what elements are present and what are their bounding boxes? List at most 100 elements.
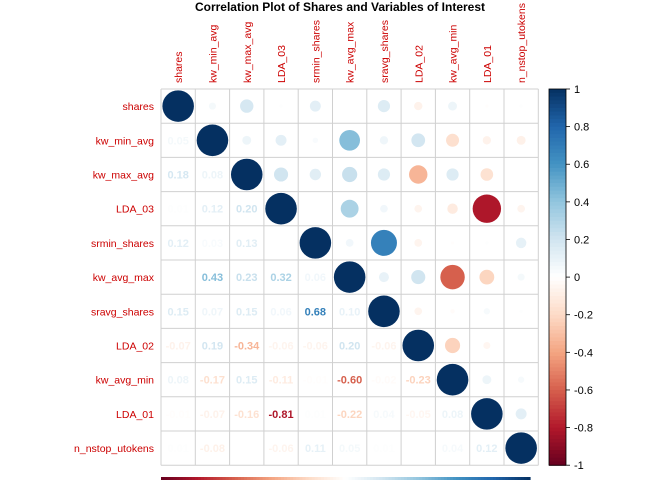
colorbar-segment [549,183,566,188]
bottom-strip-segment [376,477,380,480]
corr-circle [333,261,366,293]
column-label: LDA_02 [413,45,425,83]
bottom-strip-segment [293,477,297,480]
corr-circle [483,341,491,350]
corr-circle [480,168,494,181]
corr-circle [519,104,523,108]
bottom-strip-segment [514,477,519,480]
colorbar-segment [549,145,566,150]
corr-circle [279,104,283,108]
corr-circle [450,309,455,314]
bottom-strip-segment [348,477,353,480]
bottom-strip-segment [410,477,414,480]
bottom-strip-segment [379,477,383,480]
column-label: LDA_01 [482,45,494,83]
colorbar-segment [549,265,566,271]
colorbar-segment [549,356,566,361]
colorbar-segment [549,89,566,94]
colorbar-segment [549,288,566,293]
bottom-strip-segment [204,477,208,480]
bottom-strip-segment [363,477,368,480]
corr-value: -0.11 [269,375,293,387]
corr-value: -0.07 [166,341,191,353]
corr-circle [505,432,537,464]
column-label: kw_avg_max [345,21,357,83]
bottom-strip-segment [164,477,168,480]
corr-circle [482,375,492,385]
bottom-strip-segment [443,477,448,480]
bottom-strip-segment [440,477,445,480]
colorbar-segment [549,352,566,357]
colorbar-segment [549,269,566,274]
corr-circle [378,272,389,283]
bottom-strip-segment [222,477,227,480]
bottom-strip-segment [290,477,294,480]
colorbar-segment [549,397,566,402]
bottom-strip-segment [394,477,399,480]
bottom-strip-segment [311,477,316,480]
colorbar-segment [549,250,566,256]
colorbar-segment [549,134,566,139]
column-label: LDA_03 [276,45,288,83]
bottom-strip-segment [477,477,482,480]
corr-circle [409,165,428,184]
colorbar-segment [549,405,566,410]
corr-circle [515,237,527,249]
bottom-strip-segment [462,477,467,480]
corr-value: 0.01 [167,204,188,216]
colorbar-segment [549,314,566,320]
colorbar-segment [549,168,566,173]
bottom-strip-segment [200,477,205,480]
bottom-strip-segment [483,477,488,480]
corr-value: 0.15 [236,306,257,318]
colorbar-tick-label: -0.2 [574,310,593,322]
row-label: LDA_01 [116,409,154,421]
bottom-strip-segment [523,477,528,480]
colorbar-segment [549,141,566,147]
bottom-strip-segment [419,477,423,480]
colorbar-segment [549,378,566,384]
corr-circle [485,241,489,245]
corr-value: -0.08 [200,443,225,455]
bottom-strip-segment [179,477,184,480]
colorbar-tick-label: -0.8 [574,423,593,435]
bottom-strip-segment [296,477,300,480]
bottom-strip-segment [517,477,522,480]
bottom-strip-segment [434,477,439,480]
bottom-strip-segment [213,477,217,480]
bottom-strip-segment [446,477,451,480]
corr-circle [414,307,423,316]
colorbar-segment [549,427,566,432]
corr-value: 0.08 [202,170,223,182]
row-label: LDA_03 [116,204,154,216]
corr-value: 0.23 [236,272,257,284]
corr-value: 0.68 [305,306,326,318]
bottom-strip-segment [262,477,267,480]
bottom-strip-segment [314,477,319,480]
colorbar-segment [549,107,566,113]
colorbar-segment [549,277,566,282]
bottom-strip-segment [231,477,236,480]
corr-value: 0.08 [167,375,188,387]
corr-circle [411,133,426,148]
corr-value: 0.01 [167,443,188,455]
bottom-strip-segment [259,477,264,480]
bottom-strip-segment [526,477,531,480]
bottom-strip-segment [228,477,233,480]
column-labels: shares kw_min_avg kw_max_avg LDA_03 srmin_sh… [173,3,528,83]
colorbar-segment [549,228,566,233]
corr-value: 0.01 [373,443,394,455]
bottom-strip-segment [191,477,196,480]
bottom-strip-segment [197,477,202,480]
colorbar-segment [549,111,566,116]
colorbar-segment [549,367,566,372]
bottom-strip-segment [173,477,177,480]
colorbar-segment [549,299,566,305]
colorbar-segment [549,262,566,267]
bottom-strip-segment [342,477,347,480]
corr-circle [162,90,194,122]
bottom-strip-segment [354,477,359,480]
bottom-strip-segment [176,477,181,480]
colorbar-segment [549,453,566,459]
corr-circle [414,239,423,247]
